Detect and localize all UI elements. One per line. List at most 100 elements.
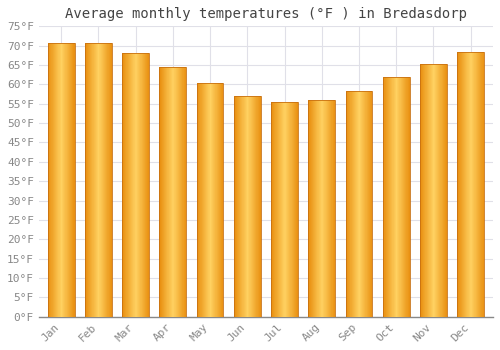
Bar: [474, 52, 475, 317]
Bar: [427, 64, 428, 317]
Bar: [183, 67, 184, 317]
Bar: [403, 77, 404, 317]
Bar: [48, 43, 49, 317]
Bar: [442, 64, 443, 317]
Bar: [434, 64, 435, 317]
Bar: [462, 52, 463, 317]
Bar: [160, 67, 161, 317]
Bar: [308, 100, 309, 317]
Bar: [126, 54, 127, 317]
Bar: [63, 43, 64, 317]
Bar: [432, 64, 433, 317]
Bar: [280, 102, 281, 317]
Bar: [458, 52, 484, 317]
Bar: [251, 96, 252, 317]
Bar: [68, 43, 69, 317]
Bar: [64, 43, 65, 317]
Bar: [91, 43, 92, 317]
Title: Average monthly temperatures (°F ) in Bredasdorp: Average monthly temperatures (°F ) in Br…: [65, 7, 467, 21]
Bar: [404, 77, 405, 317]
Bar: [349, 91, 350, 317]
Bar: [178, 67, 180, 317]
Bar: [425, 64, 426, 317]
Bar: [398, 77, 399, 317]
Bar: [60, 43, 61, 317]
Bar: [95, 43, 96, 317]
Bar: [184, 67, 185, 317]
Bar: [309, 100, 310, 317]
Bar: [66, 43, 67, 317]
Bar: [319, 100, 320, 317]
Bar: [69, 43, 70, 317]
Bar: [282, 102, 283, 317]
Bar: [435, 64, 436, 317]
Bar: [346, 91, 372, 317]
Bar: [220, 83, 221, 317]
Bar: [294, 102, 296, 317]
Bar: [163, 67, 164, 317]
Bar: [242, 96, 243, 317]
Bar: [285, 102, 286, 317]
Bar: [316, 100, 317, 317]
Bar: [329, 100, 330, 317]
Bar: [321, 100, 322, 317]
Bar: [144, 54, 146, 317]
Bar: [218, 83, 219, 317]
Bar: [387, 77, 388, 317]
Bar: [234, 96, 235, 317]
Bar: [241, 96, 242, 317]
Bar: [472, 52, 473, 317]
Bar: [129, 54, 130, 317]
Bar: [209, 83, 210, 317]
Bar: [437, 64, 438, 317]
Bar: [354, 91, 356, 317]
Bar: [429, 64, 430, 317]
Bar: [406, 77, 407, 317]
Bar: [392, 77, 393, 317]
Bar: [481, 52, 482, 317]
Bar: [422, 64, 423, 317]
Bar: [480, 52, 481, 317]
Bar: [167, 67, 168, 317]
Bar: [57, 43, 58, 317]
Bar: [198, 83, 199, 317]
Bar: [360, 91, 361, 317]
Bar: [62, 43, 63, 317]
Bar: [330, 100, 331, 317]
Bar: [59, 43, 60, 317]
Bar: [322, 100, 323, 317]
Bar: [196, 83, 197, 317]
Bar: [348, 91, 349, 317]
Bar: [426, 64, 427, 317]
Bar: [440, 64, 441, 317]
Bar: [276, 102, 277, 317]
Bar: [240, 96, 241, 317]
Bar: [327, 100, 328, 317]
Bar: [359, 91, 360, 317]
Bar: [367, 91, 368, 317]
Bar: [286, 102, 287, 317]
Bar: [423, 64, 424, 317]
Bar: [172, 67, 173, 317]
Bar: [292, 102, 293, 317]
Bar: [467, 52, 468, 317]
Bar: [127, 54, 128, 317]
Bar: [52, 43, 53, 317]
Bar: [206, 83, 207, 317]
Bar: [135, 54, 136, 317]
Bar: [254, 96, 255, 317]
Bar: [460, 52, 461, 317]
Bar: [141, 54, 142, 317]
Bar: [122, 54, 149, 317]
Bar: [219, 83, 220, 317]
Bar: [148, 54, 149, 317]
Bar: [134, 54, 135, 317]
Bar: [279, 102, 280, 317]
Bar: [371, 91, 372, 317]
Bar: [441, 64, 442, 317]
Bar: [100, 43, 101, 317]
Bar: [478, 52, 479, 317]
Bar: [88, 43, 90, 317]
Bar: [132, 54, 133, 317]
Bar: [161, 67, 162, 317]
